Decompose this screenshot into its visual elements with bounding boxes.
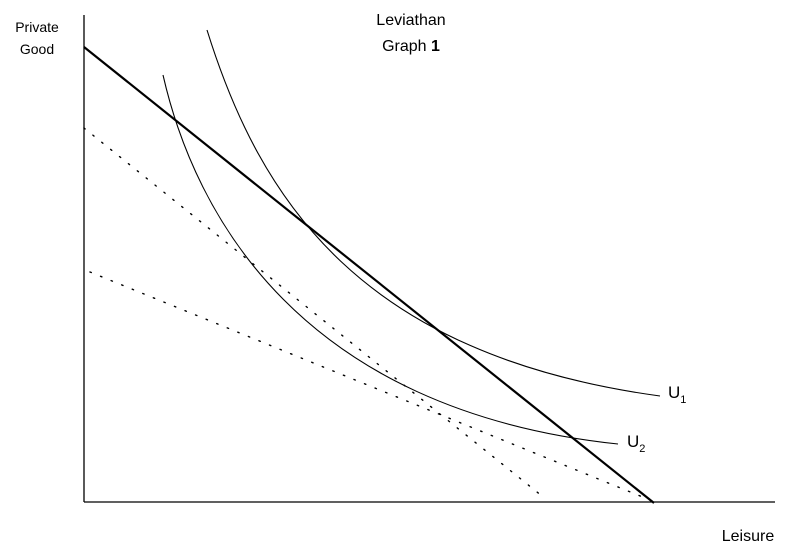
- budget-line: [83, 46, 655, 504]
- u2-subscript: 2: [639, 443, 645, 455]
- indifference-curve-u1: [206, 29, 661, 397]
- u2-letter: U: [627, 432, 639, 451]
- x-axis-label: Leisure: [722, 528, 775, 545]
- u2-label: U2: [627, 432, 645, 455]
- y-axis-label-line-2: Good: [20, 41, 54, 57]
- u1-subscript: 1: [680, 394, 686, 406]
- u1-letter: U: [668, 383, 680, 402]
- u1-label: U1: [668, 383, 686, 406]
- title-line-1: Leviathan: [376, 12, 445, 29]
- title-graph-number: 1: [431, 38, 440, 55]
- dotted-budget-line-steep: [83, 127, 543, 497]
- indifference-curve-u2: [162, 74, 619, 445]
- dotted-budget-line-flat: [89, 271, 651, 501]
- title-line-2: Graph 1: [382, 38, 440, 55]
- title-line-2-text: Graph: [382, 38, 431, 55]
- y-axis-label-line-1: Private: [15, 19, 59, 35]
